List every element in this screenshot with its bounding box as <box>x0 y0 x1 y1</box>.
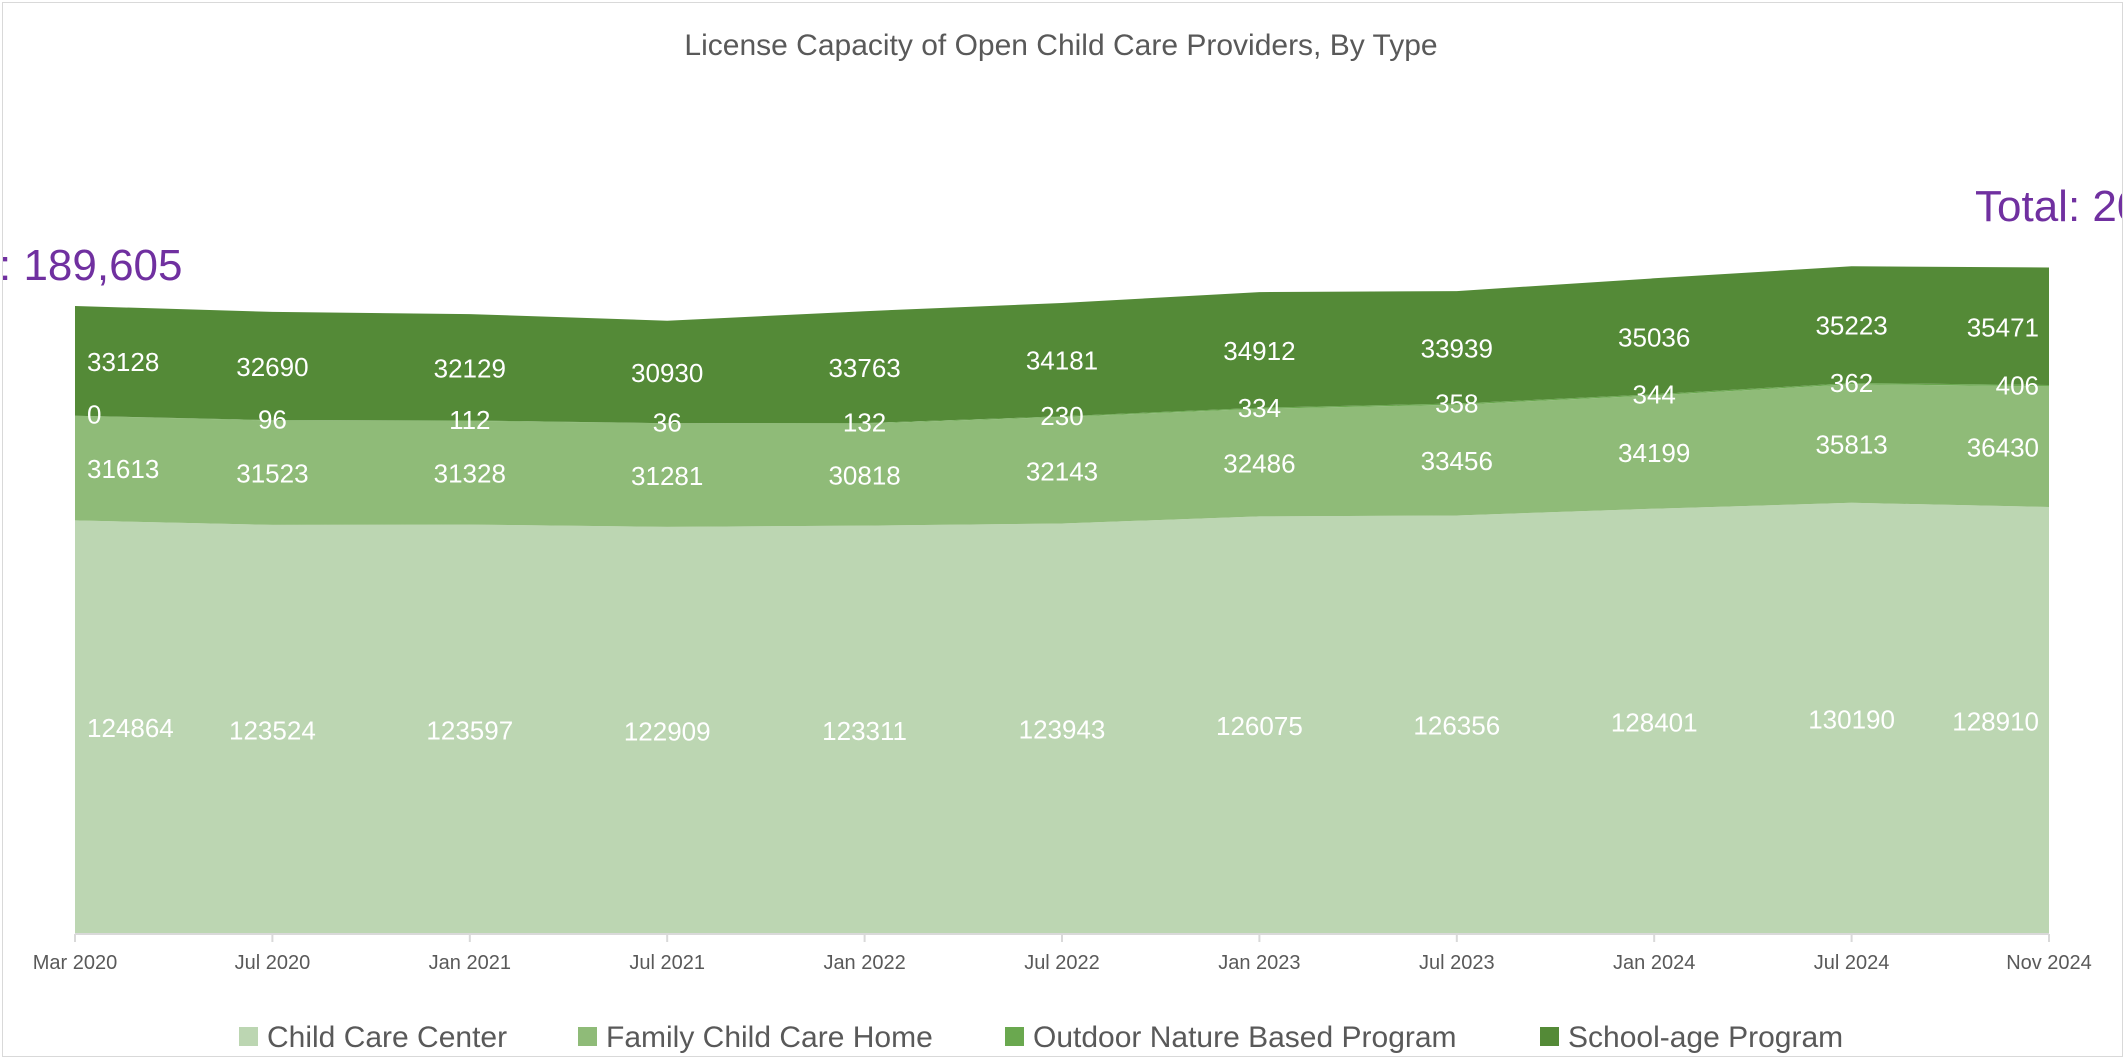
legend-label-family-child-care-home: Family Child Care Home <box>606 1021 933 1054</box>
chart-title: License Capacity of Open Child Care Prov… <box>684 29 1437 62</box>
legend-label-school-age-program: School-age Program <box>1568 1021 1843 1054</box>
x-tick-label: Jul 2024 <box>1814 952 1890 974</box>
x-axis-ticks: Mar 2020 Jul 2020 Jan 2021 Jul 2021 Jan 2022… <box>33 934 2092 974</box>
data-label-family-child-care-home: 32486 <box>1223 449 1295 479</box>
x-tick-label: Jan 2023 <box>1218 952 1300 974</box>
data-label-outdoor-nature-based-program: 362 <box>1830 368 1873 398</box>
data-label-school-age-program: 30930 <box>631 358 703 388</box>
data-label-school-age-program: 32690 <box>236 352 308 382</box>
x-tick-label: Jul 2021 <box>629 952 705 974</box>
x-tick-label: Jul 2020 <box>235 952 311 974</box>
legend: Child Care Center Family Child Care Home O… <box>239 1021 1843 1054</box>
data-label-school-age-program: 33128 <box>87 347 159 377</box>
data-label-family-child-care-home: 31613 <box>87 454 159 484</box>
data-label-outdoor-nature-based-program: 406 <box>1996 370 2039 400</box>
data-label-outdoor-nature-based-program: 334 <box>1238 393 1281 423</box>
data-label-family-child-care-home: 31328 <box>434 459 506 489</box>
data-label-child-care-center: 123311 <box>822 716 907 746</box>
x-tick-label: Mar 2020 <box>33 952 118 974</box>
data-label-family-child-care-home: 33456 <box>1421 446 1493 476</box>
data-label-family-child-care-home: 30818 <box>828 461 900 491</box>
data-label-outdoor-nature-based-program: 112 <box>449 405 490 435</box>
data-label-school-age-program: 33939 <box>1421 333 1493 363</box>
legend-label-child-care-center: Child Care Center <box>267 1021 507 1054</box>
data-label-child-care-center: 130190 <box>1808 704 1895 734</box>
legend-swatch-family-child-care-home <box>578 1027 597 1046</box>
data-label-school-age-program: 33763 <box>828 353 900 383</box>
data-label-outdoor-nature-based-program: 344 <box>1633 379 1676 409</box>
start-total-annotation: : 189,605 <box>3 241 183 290</box>
legend-label-outdoor-nature-based-program: Outdoor Nature Based Program <box>1033 1021 1457 1054</box>
data-label-outdoor-nature-based-program: 36 <box>653 407 682 437</box>
data-label-family-child-care-home: 34199 <box>1618 438 1690 468</box>
end-total-annotation: Total: 20 <box>1975 182 2122 231</box>
data-label-outdoor-nature-based-program: 96 <box>258 405 287 435</box>
area-chart: License Capacity of Open Child Care Prov… <box>3 3 2122 1056</box>
data-label-family-child-care-home: 32143 <box>1026 456 1098 486</box>
data-label-family-child-care-home: 35813 <box>1815 430 1887 460</box>
data-label-child-care-center: 122909 <box>624 717 711 747</box>
data-label-child-care-center: 126356 <box>1413 711 1500 741</box>
x-tick-label: Nov 2024 <box>2006 952 2092 974</box>
x-tick-label: Jul 2022 <box>1024 952 1100 974</box>
x-tick-label: Jul 2023 <box>1419 952 1495 974</box>
data-label-outdoor-nature-based-program: 0 <box>87 400 101 430</box>
data-label-child-care-center: 128401 <box>1611 707 1698 737</box>
data-label-school-age-program: 35471 <box>1967 312 2039 342</box>
data-label-outdoor-nature-based-program: 230 <box>1040 401 1083 431</box>
data-label-child-care-center: 123524 <box>229 715 316 745</box>
data-label-family-child-care-home: 36430 <box>1967 433 2039 463</box>
data-label-outdoor-nature-based-program: 132 <box>843 408 886 438</box>
data-label-child-care-center: 123943 <box>1019 715 1106 745</box>
data-label-school-age-program: 34181 <box>1026 346 1098 376</box>
x-tick-label: Jan 2024 <box>1613 952 1695 974</box>
x-tick-label: Jan 2021 <box>429 952 511 974</box>
data-label-family-child-care-home: 31523 <box>236 459 308 489</box>
data-label-school-age-program: 35036 <box>1618 322 1690 352</box>
data-label-outdoor-nature-based-program: 358 <box>1435 389 1478 419</box>
legend-swatch-school-age-program <box>1540 1027 1559 1046</box>
legend-swatch-outdoor-nature-based-program <box>1005 1027 1024 1046</box>
data-label-child-care-center: 128910 <box>1952 707 2039 737</box>
data-label-child-care-center: 123597 <box>426 715 513 745</box>
data-label-family-child-care-home: 31281 <box>631 461 703 491</box>
x-tick-label: Jan 2022 <box>823 952 905 974</box>
data-label-school-age-program: 34912 <box>1223 336 1295 366</box>
data-label-child-care-center: 124864 <box>87 713 174 743</box>
legend-swatch-child-care-center <box>239 1027 258 1046</box>
data-label-school-age-program: 35223 <box>1815 311 1887 341</box>
data-label-school-age-program: 32129 <box>434 353 506 383</box>
data-label-child-care-center: 126075 <box>1216 711 1303 741</box>
